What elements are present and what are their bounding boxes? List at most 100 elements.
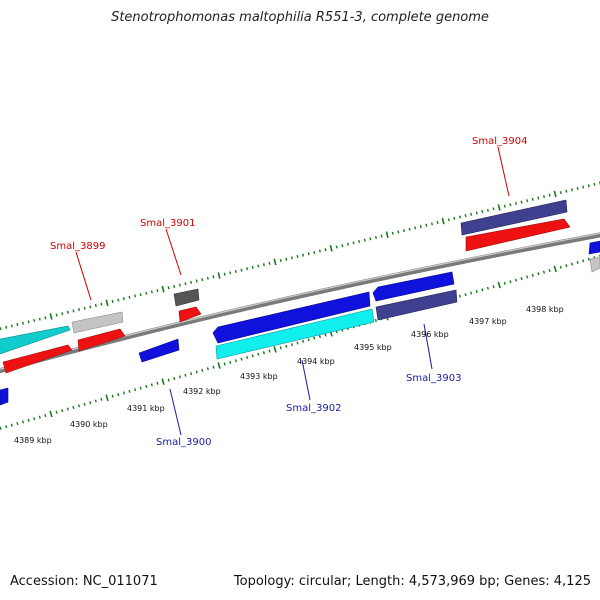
minor-tick <box>122 297 125 301</box>
gene-arrow[interactable] <box>138 338 180 363</box>
gene-arrow[interactable] <box>215 308 375 360</box>
topology-text: Topology: circular; Length: 4,573,969 bp… <box>233 574 591 589</box>
gene-label-smal-3901[interactable]: Smal_3901 <box>140 218 195 229</box>
gene-label-smal-3899[interactable]: Smal_3899 <box>50 241 105 252</box>
minor-tick <box>44 316 47 320</box>
map-title: Stenotrophomonas maltophilia R551-3, com… <box>111 10 489 25</box>
gene-arrow[interactable] <box>588 240 600 255</box>
minor-tick <box>481 210 484 214</box>
minor-tick <box>576 186 579 190</box>
gene-arrow[interactable] <box>173 288 200 307</box>
minor-tick <box>570 262 574 266</box>
minor-tick <box>458 215 461 219</box>
gene-label-leaders <box>75 146 510 436</box>
minor-tick <box>302 339 305 343</box>
minor-tick <box>212 275 215 279</box>
minor-tick <box>190 372 193 376</box>
minor-tick <box>150 383 153 387</box>
major-tick <box>217 272 221 279</box>
gene-label-smal-3902[interactable]: Smal_3902 <box>286 403 341 414</box>
minor-tick <box>380 234 383 238</box>
gene-arrow[interactable] <box>178 306 202 323</box>
minor-tick <box>559 191 562 195</box>
minor-tick <box>22 321 24 325</box>
minor-tick <box>5 425 8 429</box>
minor-tick <box>587 257 590 261</box>
minor-tick <box>318 249 321 253</box>
minor-tick <box>240 357 243 361</box>
gene-label-smal-3904[interactable]: Smal_3904 <box>472 136 527 147</box>
gene-arrow[interactable] <box>375 289 458 321</box>
gene-features <box>0 199 600 406</box>
minor-tick <box>10 324 13 328</box>
gene-arrow[interactable] <box>0 387 9 406</box>
minor-tick <box>565 189 568 193</box>
minor-tick <box>212 365 215 369</box>
minor-tick <box>117 393 120 397</box>
gene-arrow[interactable] <box>589 256 600 273</box>
minor-tick <box>302 253 305 257</box>
minor-tick <box>0 426 2 430</box>
minor-tick <box>593 182 596 186</box>
gene-arrow[interactable] <box>0 325 71 355</box>
minor-tick <box>246 267 249 271</box>
minor-tick <box>492 207 495 211</box>
gene-arrow[interactable] <box>71 311 124 334</box>
minor-tick <box>55 410 58 414</box>
minor-tick <box>111 394 114 398</box>
gene-arrow[interactable] <box>465 218 571 252</box>
minor-tick <box>470 212 473 216</box>
leader-line <box>165 228 182 276</box>
minor-tick <box>21 420 25 424</box>
gene-arrow[interactable] <box>2 344 73 374</box>
minor-tick <box>582 185 585 189</box>
minor-tick <box>436 220 439 224</box>
minor-tick <box>503 204 506 208</box>
gene-arrow[interactable] <box>460 199 568 236</box>
gene-arrow[interactable] <box>212 291 371 344</box>
minor-tick <box>324 333 327 337</box>
minor-tick <box>363 238 366 242</box>
minor-tick <box>509 280 512 284</box>
minor-tick <box>38 415 41 419</box>
genome-backbone <box>0 232 600 374</box>
minor-tick <box>173 284 176 288</box>
minor-tick <box>94 303 97 308</box>
gene-arrow[interactable] <box>77 328 126 352</box>
major-tick <box>385 231 389 238</box>
kbp-label: 4393 kbp <box>240 372 278 381</box>
minor-tick <box>190 280 193 284</box>
kbp-label: 4389 kbp <box>14 436 52 445</box>
minor-tick <box>145 385 148 388</box>
minor-tick <box>520 277 523 281</box>
minor-tick <box>565 264 568 268</box>
minor-tick <box>425 223 428 227</box>
gene-arrow[interactable] <box>372 271 455 302</box>
minor-tick <box>184 282 187 286</box>
minor-tick <box>145 291 148 295</box>
minor-tick <box>307 338 310 342</box>
minor-tick <box>503 281 506 285</box>
minor-tick <box>324 248 327 252</box>
minor-tick <box>100 397 103 401</box>
kbp-label: 4394 kbp <box>297 357 335 366</box>
minor-tick <box>27 418 30 422</box>
minor-tick <box>335 245 338 249</box>
minor-tick <box>72 309 75 313</box>
minor-tick <box>206 276 209 280</box>
lower-tick-track <box>0 254 600 430</box>
gene-label-smal-3903[interactable]: Smal_3903 <box>406 373 461 384</box>
minor-tick <box>374 235 377 239</box>
minor-tick <box>279 259 282 263</box>
minor-tick <box>257 352 260 356</box>
minor-tick <box>402 229 405 233</box>
minor-tick <box>178 283 181 287</box>
major-tick <box>49 410 53 418</box>
gene-label-smal-3900[interactable]: Smal_3900 <box>156 437 211 448</box>
minor-tick <box>122 391 125 395</box>
minor-tick <box>514 201 517 205</box>
minor-tick <box>285 257 288 261</box>
minor-tick <box>318 335 321 339</box>
minor-tick <box>464 214 467 218</box>
